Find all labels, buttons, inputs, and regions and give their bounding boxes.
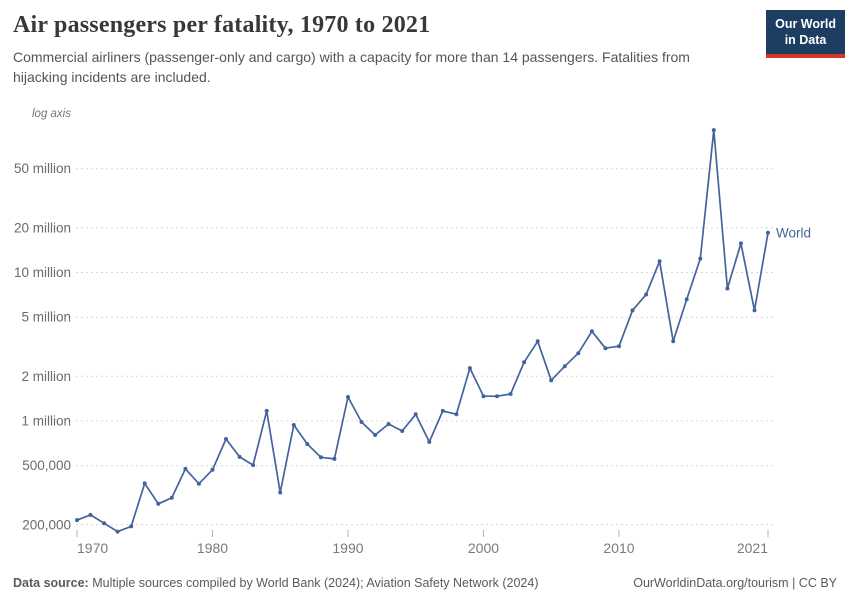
owid-logo-line2: in Data — [784, 33, 827, 48]
data-point[interactable] — [291, 423, 296, 427]
data-point[interactable] — [278, 490, 283, 495]
data-point[interactable] — [305, 442, 310, 446]
chart-footer: Data source: Multiple sources compiled b… — [13, 576, 837, 590]
data-point[interactable] — [318, 455, 323, 460]
data-point[interactable] — [617, 344, 621, 349]
data-point[interactable] — [684, 297, 689, 302]
x-axis-label: 1970 — [77, 540, 108, 556]
data-point[interactable] — [630, 308, 635, 313]
y-axis-label: 500,000 — [22, 458, 71, 473]
data-point[interactable] — [88, 512, 93, 517]
x-axis-label: 2010 — [603, 540, 634, 556]
data-point[interactable] — [576, 351, 581, 356]
data-point[interactable] — [481, 394, 486, 399]
series-line-world[interactable] — [76, 129, 769, 533]
data-point[interactable] — [427, 439, 432, 444]
data-point[interactable] — [589, 329, 594, 334]
log-axis-note: log axis — [32, 108, 71, 120]
data-point[interactable] — [644, 292, 649, 297]
data-point[interactable] — [603, 346, 608, 351]
data-point[interactable] — [752, 308, 757, 313]
data-point[interactable] — [169, 495, 174, 500]
data-source-text: Multiple sources compiled by World Bank … — [88, 576, 539, 590]
data-point[interactable] — [224, 437, 228, 441]
data-point[interactable] — [196, 481, 201, 486]
data-point[interactable] — [210, 467, 215, 472]
x-axis-label: 2000 — [468, 540, 499, 556]
data-point[interactable] — [183, 466, 188, 471]
data-point[interactable] — [413, 412, 418, 417]
data-point[interactable] — [671, 339, 676, 344]
data-point[interactable] — [142, 481, 147, 486]
y-axis-label: 1 million — [21, 414, 71, 429]
chart-title: Air passengers per fatality, 1970 to 202… — [13, 12, 431, 38]
chart-header: Air passengers per fatality, 1970 to 202… — [13, 12, 739, 87]
owid-logo[interactable]: Our World in Data — [766, 10, 845, 58]
x-axis-label: 1980 — [197, 540, 228, 556]
data-point[interactable] — [698, 256, 703, 261]
chart-subtitle: Commercial airliners (passenger-only and… — [13, 49, 690, 85]
data-point[interactable] — [562, 364, 567, 369]
x-axis-label: 2021 — [737, 540, 768, 556]
data-point[interactable] — [251, 463, 256, 468]
data-point[interactable] — [711, 128, 716, 133]
data-point[interactable] — [115, 529, 120, 534]
site-attribution-link[interactable]: OurWorldinData.org/tourism | CC BY — [633, 576, 837, 590]
data-point[interactable] — [332, 456, 337, 461]
y-axis-label: 200,000 — [22, 517, 71, 532]
data-point[interactable] — [237, 454, 242, 459]
owid-logo-line1: Our World — [775, 17, 836, 31]
data-point[interactable] — [386, 422, 391, 426]
series-label-world[interactable]: World — [776, 225, 811, 240]
data-point[interactable] — [102, 521, 107, 526]
data-point[interactable] — [359, 420, 364, 424]
data-point[interactable] — [549, 378, 554, 383]
y-axis-label: 20 million — [14, 220, 71, 235]
data-point[interactable] — [535, 339, 540, 344]
data-point[interactable] — [657, 259, 662, 264]
y-axis-label: 5 million — [21, 310, 71, 325]
data-point[interactable] — [454, 412, 459, 417]
data-source-label: Data source: — [13, 576, 89, 590]
data-point[interactable] — [373, 433, 378, 437]
data-point[interactable] — [264, 408, 269, 413]
x-axis-label: 1990 — [332, 540, 363, 556]
data-point[interactable] — [508, 392, 513, 396]
data-source-note: Data source: Multiple sources compiled b… — [13, 576, 538, 590]
y-axis-label: 10 million — [14, 265, 71, 280]
data-point[interactable] — [766, 230, 770, 235]
data-point[interactable] — [467, 366, 472, 371]
data-point[interactable] — [440, 408, 445, 413]
data-point[interactable] — [522, 360, 527, 365]
data-point[interactable] — [346, 395, 350, 399]
data-point[interactable] — [495, 394, 499, 399]
y-axis-label: 50 million — [14, 161, 71, 176]
y-axis-label: 2 million — [21, 369, 71, 384]
data-point[interactable] — [738, 241, 743, 246]
data-point[interactable] — [156, 501, 161, 506]
data-point[interactable] — [400, 429, 405, 433]
data-point[interactable] — [725, 286, 730, 291]
data-point[interactable] — [129, 524, 134, 529]
data-point[interactable] — [75, 518, 79, 523]
